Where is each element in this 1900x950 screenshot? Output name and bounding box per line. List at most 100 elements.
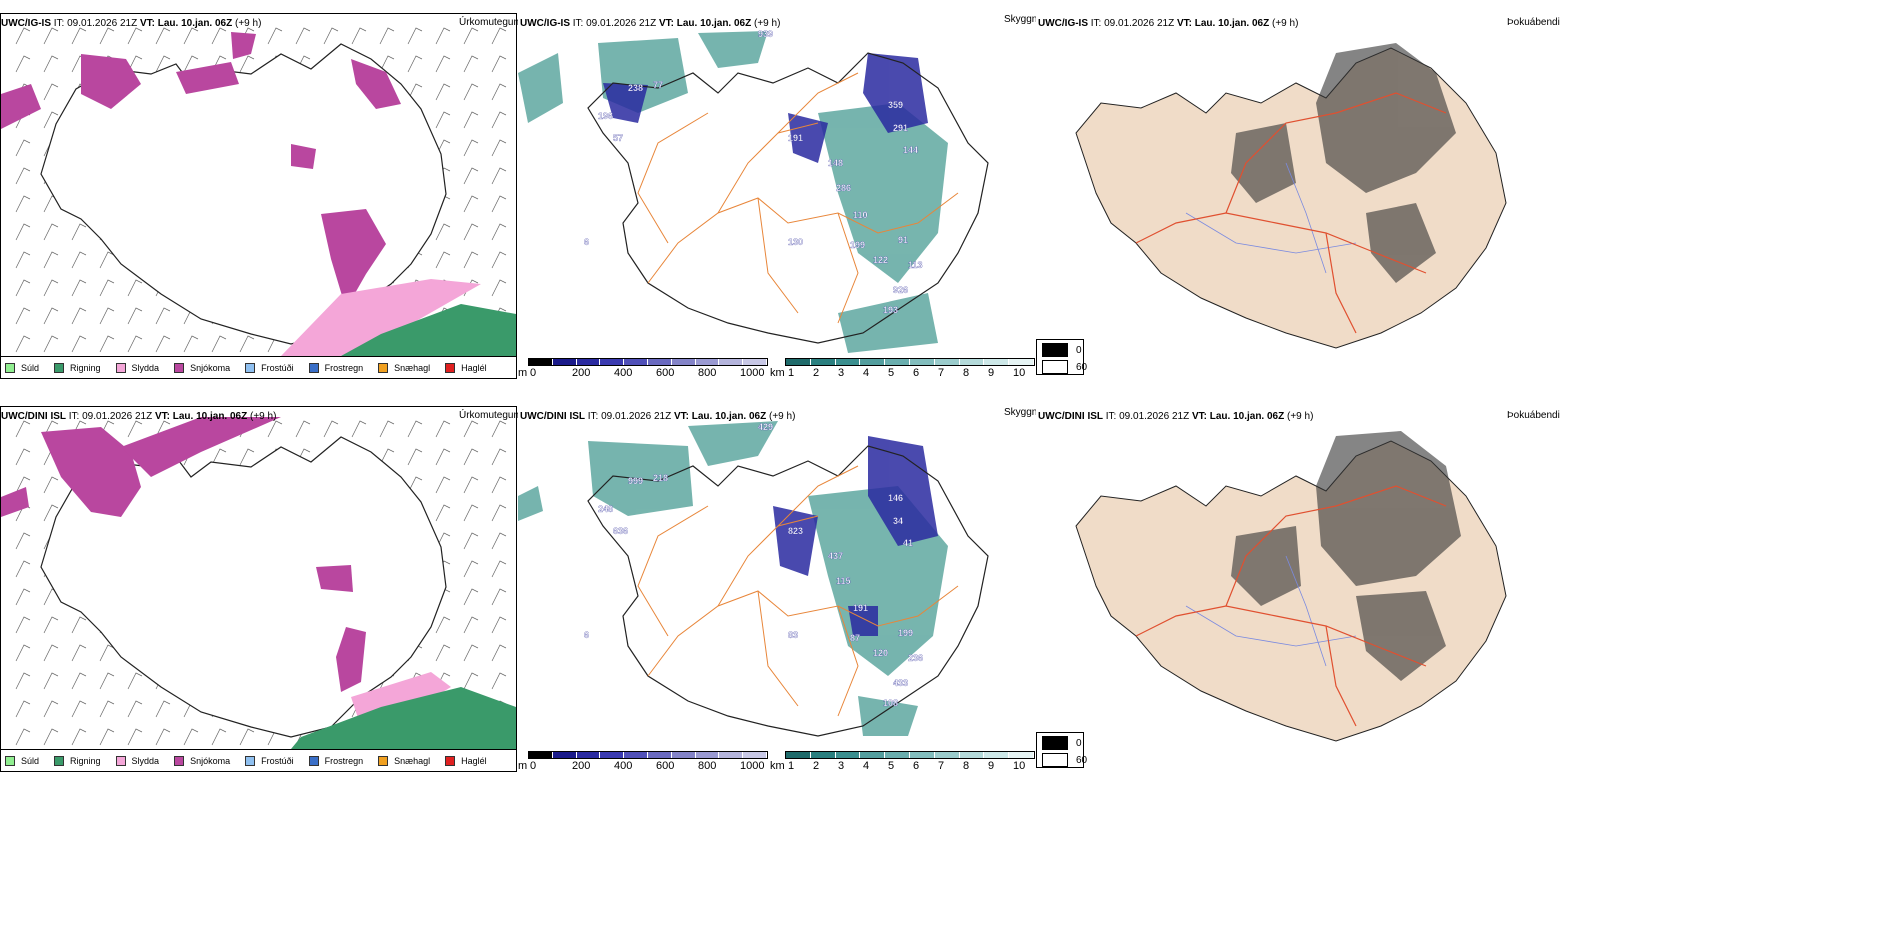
colorbar-unit: km	[770, 760, 785, 772]
cloud-base-label: 236	[908, 653, 923, 663]
fog-rivers	[1185, 555, 1357, 667]
wind-barb	[43, 83, 59, 101]
fog-legend-row1: 0 60	[1036, 339, 1087, 375]
wind-barb	[491, 644, 507, 662]
wind-barb	[99, 700, 115, 718]
colorbar-tick: 0	[530, 760, 537, 772]
legend-item: Snjókoma	[174, 362, 230, 373]
legend-swatch	[378, 755, 389, 766]
wind-barb	[435, 251, 451, 269]
colorbar-cell	[647, 752, 672, 758]
wind-barb	[43, 672, 59, 690]
road-network	[637, 465, 959, 717]
legend-item: Slydda	[115, 362, 159, 373]
legend-swatch	[245, 362, 256, 373]
legend-swatch	[445, 755, 456, 766]
wind-barb	[71, 700, 87, 718]
cloud-base-label: 939	[758, 29, 773, 39]
wind-barb	[127, 27, 143, 45]
cloud-base-label: 41	[903, 538, 913, 548]
precip-sleet-areas	[281, 279, 481, 356]
wind-barb	[407, 27, 423, 45]
wind-barb	[43, 307, 59, 325]
legend-item: Frostregn	[308, 362, 364, 373]
wind-barb	[323, 27, 339, 45]
legend-swatch	[174, 755, 185, 766]
wind-barb	[15, 195, 31, 213]
wind-barb	[99, 672, 115, 690]
fog-field-name-row1: Þokuábendi	[1507, 17, 1560, 28]
wind-barb	[407, 83, 423, 101]
fog-legend-item: 60	[1042, 360, 1087, 374]
wind-barb	[155, 307, 171, 325]
legend-label: Súld	[21, 755, 40, 766]
colorbar-tick: 9	[988, 760, 995, 772]
colorbar-cell	[835, 752, 861, 758]
colorbar-cell	[552, 359, 577, 365]
wind-barb	[15, 335, 31, 353]
legend-item: Slydda	[115, 755, 159, 766]
precip-snow-areas	[1, 32, 401, 309]
colorbar-tick: 800	[698, 760, 717, 772]
colorbar-unit: km	[770, 367, 785, 379]
wind-barb	[99, 335, 115, 353]
legend-label: Frostregn	[324, 362, 364, 373]
legend-swatch	[54, 755, 65, 766]
legend-label: Rigning	[70, 755, 101, 766]
wind-barb	[99, 728, 115, 746]
visibility-field-name-row2: Skyggni	[1004, 407, 1040, 418]
cloud-base-label: 34	[893, 516, 903, 526]
visibility-low-areas	[518, 31, 948, 353]
fog-panel-row2: 0 60	[1036, 406, 1562, 772]
cloud-base-label: 199	[898, 628, 913, 638]
wind-barb	[323, 420, 339, 438]
fog-legend-swatch	[1042, 360, 1068, 374]
wind-barb	[435, 644, 451, 662]
colorbar-tick: 200	[572, 367, 591, 379]
wind-barb	[183, 55, 199, 73]
wind-barb	[155, 27, 171, 45]
wind-barb	[435, 27, 451, 45]
cloud-base-label: 248	[598, 504, 613, 514]
wind-barb	[435, 111, 451, 129]
wind-barb	[15, 420, 31, 438]
cloud-base-label: 6	[584, 630, 589, 640]
wind-barb	[71, 251, 87, 269]
legend-item: Haglél	[445, 362, 487, 373]
colorbar-cell	[909, 359, 935, 365]
precip-map-row2	[1, 417, 516, 749]
cloud-base-label: 57	[613, 133, 623, 143]
colorbar-tick: 2	[813, 367, 820, 379]
wind-barb	[435, 83, 451, 101]
colorbar-cell	[860, 359, 886, 365]
colorbar-tick: 400	[614, 760, 633, 772]
cloud-base-label: 823	[788, 526, 803, 536]
precip-snow-areas	[1, 417, 366, 692]
legend-label: Frostúði	[261, 362, 294, 373]
wind-barb	[435, 448, 451, 466]
colorbar-cell	[552, 752, 577, 758]
wind-barb	[463, 223, 479, 241]
wind-barb	[15, 672, 31, 690]
precip-panel-row1: Súld Rigning Slydda Snjókoma Frostúði Frostre…	[0, 13, 517, 379]
precip-field-name-row2: Úrkomutegund	[459, 410, 525, 421]
visibility-map-row2: 429 999 218 248 636 823 437 115 191 87 120 199 236 43…	[518, 421, 989, 737]
colorbar-cell	[786, 752, 811, 758]
wind-barb	[491, 588, 507, 606]
precip-legend-row1: Súld Rigning Slydda Snjókoma Frostúði Frostre…	[1, 356, 516, 378]
wind-barb	[463, 111, 479, 129]
wind-barb	[99, 307, 115, 325]
colorbar-cell	[1009, 752, 1034, 758]
colorbar-tick: 7	[938, 367, 945, 379]
legend-label: Haglél	[461, 755, 487, 766]
colorbar-cell	[934, 359, 960, 365]
ceiling-colorbar-row1: m 0 200 400 600 800 1000	[518, 358, 768, 379]
colorbar-cell	[600, 359, 625, 365]
legend-item: Rigning	[54, 362, 101, 373]
wind-barb	[239, 448, 255, 466]
colorbar-tick: 9	[988, 367, 995, 379]
colorbar-tick: 600	[656, 760, 675, 772]
wind-barb	[211, 27, 227, 45]
colorbar-tick: 1000	[740, 760, 765, 772]
colorbar-cell	[959, 359, 985, 365]
